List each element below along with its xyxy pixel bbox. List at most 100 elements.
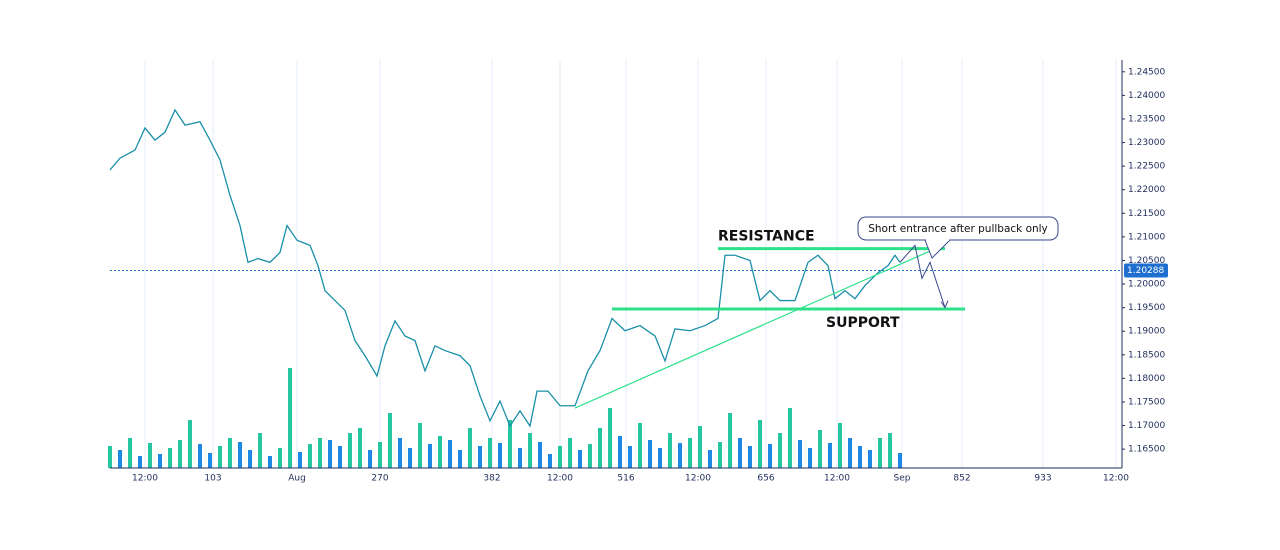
x-tick-label: 12:00 xyxy=(685,474,711,484)
volume-bar xyxy=(598,428,602,468)
volume-bar xyxy=(678,443,682,468)
volume-bar xyxy=(728,413,732,468)
volume-bar xyxy=(448,440,452,468)
volume-bar xyxy=(488,438,492,468)
x-tick-label: 103 xyxy=(204,474,221,484)
volume-bar xyxy=(608,408,612,468)
callout-box xyxy=(857,216,1059,241)
y-tick-label: 1.19000 xyxy=(1128,327,1165,337)
volume-bar xyxy=(398,438,402,468)
y-tick-label: 1.18000 xyxy=(1128,374,1165,384)
volume-bar xyxy=(308,444,312,468)
volume-bar xyxy=(288,368,292,468)
volume-bar xyxy=(268,456,272,468)
volume-bar xyxy=(428,444,432,468)
x-tick-label: 12:00 xyxy=(547,474,573,484)
volume-bar xyxy=(158,454,162,468)
volume-bar xyxy=(388,413,392,468)
volume-bar xyxy=(738,438,742,468)
arrow-head xyxy=(940,300,949,309)
y-tick-label: 1.21500 xyxy=(1128,209,1165,219)
y-tick-label: 1.19500 xyxy=(1128,303,1165,313)
y-tick-label: 1.17500 xyxy=(1128,397,1165,407)
volume-bar xyxy=(108,446,112,468)
volume-bar xyxy=(378,442,382,468)
volume-bar xyxy=(198,444,202,468)
volume-bar xyxy=(808,448,812,468)
volume-bar xyxy=(548,454,552,468)
volume-bar xyxy=(328,440,332,468)
volume-bar xyxy=(408,448,412,468)
volume-bar xyxy=(318,438,322,468)
volume-bar xyxy=(138,456,142,468)
volume-bar xyxy=(588,444,592,468)
volume-bar xyxy=(438,436,442,468)
volume-bar xyxy=(468,428,472,468)
volume-bar xyxy=(688,438,692,468)
volume-bar xyxy=(528,433,532,468)
volume-bar xyxy=(518,448,522,468)
x-tick-label: 12:00 xyxy=(1103,474,1129,484)
volume-bar xyxy=(578,450,582,468)
volume-bar xyxy=(668,433,672,468)
volume-bar xyxy=(838,423,842,468)
volume-bar xyxy=(298,452,302,468)
callout-pointer xyxy=(924,239,951,259)
level-label: SUPPORT xyxy=(826,315,900,331)
projection-arrow xyxy=(899,244,946,308)
x-tick-label: 270 xyxy=(371,474,388,484)
volume-bar xyxy=(128,438,132,468)
x-tick-label: 852 xyxy=(953,474,970,484)
volume-bar xyxy=(768,444,772,468)
volume-bar xyxy=(278,448,282,468)
volume-bar xyxy=(168,448,172,468)
y-tick-label: 1.18500 xyxy=(1128,350,1165,360)
y-tick-label: 1.22500 xyxy=(1128,162,1165,172)
volume-bar xyxy=(778,433,782,468)
volume-bar xyxy=(348,433,352,468)
volume-bar xyxy=(558,446,562,468)
volume-bar xyxy=(478,446,482,468)
volume-bar xyxy=(368,450,372,468)
volume-bar xyxy=(248,450,252,468)
volume-bar xyxy=(458,450,462,468)
y-tick-label: 1.24000 xyxy=(1128,91,1165,101)
volume-bar xyxy=(208,453,212,468)
volume-bar xyxy=(258,433,262,468)
volume-bar xyxy=(628,446,632,468)
x-tick-label: Sep xyxy=(894,474,911,484)
volume-bar xyxy=(358,428,362,468)
volume-bar xyxy=(498,443,502,468)
volume-bar xyxy=(708,450,712,468)
volume-bar xyxy=(888,433,892,468)
price-line xyxy=(109,108,901,428)
volume-bar xyxy=(818,430,822,468)
current-price-label: 1.20288 xyxy=(1127,266,1164,276)
y-tick-label: 1.17000 xyxy=(1128,421,1165,431)
volume-bar xyxy=(788,408,792,468)
volume-bar xyxy=(238,442,242,468)
x-tick-label: 12:00 xyxy=(824,474,850,484)
level-label: RESISTANCE xyxy=(718,229,815,245)
volume-bar xyxy=(228,438,232,468)
volume-bar xyxy=(568,438,572,468)
volume-bar xyxy=(798,440,802,468)
volume-bar xyxy=(118,450,122,468)
volume-bar xyxy=(878,438,882,468)
y-tick-label: 1.23000 xyxy=(1128,138,1165,148)
y-tick-label: 1.20500 xyxy=(1128,256,1165,266)
callout-text: Short entrance after pullback only xyxy=(868,223,1048,235)
volume-bar xyxy=(828,443,832,468)
volume-bar xyxy=(858,446,862,468)
volume-bar xyxy=(618,436,622,468)
y-tick-label: 1.22000 xyxy=(1128,185,1165,195)
volume-bar xyxy=(638,423,642,468)
volume-bar xyxy=(338,446,342,468)
volume-bar xyxy=(898,453,902,468)
y-tick-label: 1.21000 xyxy=(1128,232,1165,242)
volume-bar xyxy=(698,426,702,468)
volume-bar xyxy=(538,442,542,468)
y-tick-label: 1.23500 xyxy=(1128,114,1165,124)
volume-bar xyxy=(848,438,852,468)
